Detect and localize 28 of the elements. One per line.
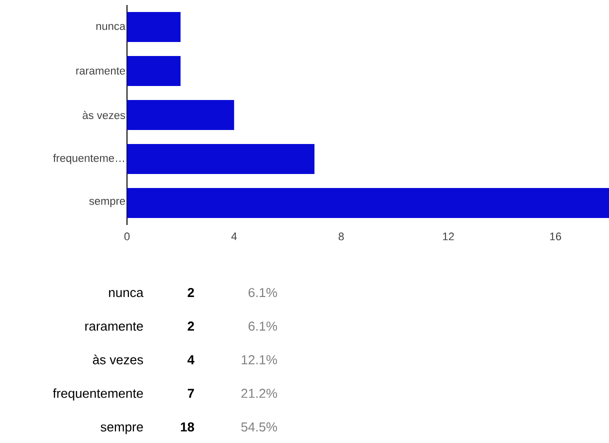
text: 6.1% — [248, 322, 278, 331]
y-tick-label: raramente — [76, 67, 125, 75]
y-tick-label: frequenteme… — [53, 154, 124, 164]
text: 4 — [187, 355, 194, 364]
text: 21.2% — [241, 388, 278, 398]
x-tick-label: 0 — [124, 232, 130, 240]
bar — [127, 56, 181, 86]
bar — [127, 100, 234, 130]
x-tick-label: 8 — [338, 232, 344, 240]
x-tick-label: 16 — [550, 232, 562, 240]
y-tick-label: nunca — [96, 24, 126, 30]
text: 12.1% — [242, 355, 278, 364]
text: 2 — [188, 322, 194, 331]
text: 6.1% — [248, 288, 278, 298]
text: 18 — [180, 422, 194, 432]
x-tick-label: 4 — [231, 232, 237, 240]
text: 54.5% — [241, 422, 278, 432]
text: sempre — [100, 424, 143, 434]
bar — [127, 144, 314, 174]
text: frequentemente — [52, 388, 143, 400]
text: 2 — [188, 288, 194, 297]
bar — [127, 188, 609, 218]
text: nunca — [109, 290, 144, 298]
y-tick-label: às vezes — [82, 110, 126, 120]
text: 7 — [188, 388, 194, 398]
y-tick-label: sempre — [89, 198, 125, 208]
x-tick-label: 12 — [443, 232, 454, 240]
bar — [127, 12, 181, 42]
